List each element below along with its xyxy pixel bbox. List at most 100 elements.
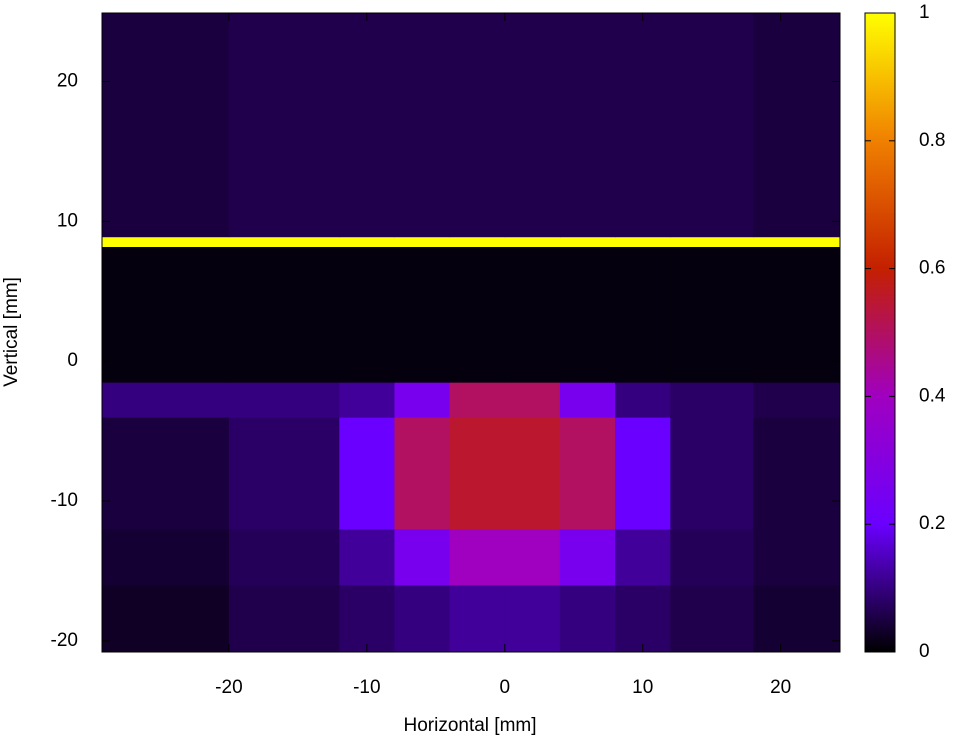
heatmap-cell — [559, 528, 616, 586]
x-tick-label: -10 — [353, 677, 380, 698]
heatmap-cell — [615, 473, 671, 530]
heatmap-cell — [670, 473, 754, 530]
heatmap-cell — [339, 109, 395, 194]
heatmap-cell — [670, 236, 754, 248]
heatmap-cell — [339, 417, 395, 474]
heatmap-cell — [504, 13, 561, 110]
heatmap-cell — [102, 584, 230, 653]
heatmap-cell — [670, 193, 754, 238]
heatmap-cell — [753, 382, 841, 418]
heatmap-cell — [228, 584, 340, 653]
x-tick-label: -20 — [215, 677, 242, 698]
x-tick-label: 10 — [632, 677, 653, 698]
heatmap-cell — [339, 13, 395, 110]
heatmap-cell — [449, 473, 506, 530]
heatmap-cell — [559, 13, 616, 110]
heatmap-cell — [504, 528, 561, 586]
heatmap-cell — [504, 417, 561, 474]
heatmap-cell — [615, 584, 671, 653]
heatmap-cell — [504, 193, 561, 238]
heatmap-cell — [449, 417, 506, 474]
heatmap-cell — [228, 236, 340, 248]
heatmap-cell — [102, 109, 230, 194]
heatmap-cell — [394, 528, 451, 586]
heatmap-cell — [449, 584, 506, 653]
heatmap-cell — [615, 193, 671, 238]
heatmap-cell — [615, 236, 671, 248]
colorbar-tick-label: 1 — [919, 2, 930, 23]
heatmap-cell — [228, 13, 340, 110]
y-tick-label: 20 — [57, 71, 78, 92]
heatmap-cell — [615, 528, 671, 586]
heatmap-cell — [753, 193, 841, 238]
heatmap-cell — [753, 584, 841, 653]
heatmap-cell — [228, 528, 340, 586]
heatmap-cell — [339, 382, 395, 418]
colorbar — [864, 12, 896, 653]
heatmap-cell — [559, 193, 616, 238]
heatmap-cell — [753, 13, 841, 110]
heatmap-cell — [228, 109, 340, 194]
y-tick-label: -10 — [51, 490, 78, 511]
heatmap-cell — [102, 417, 230, 474]
heatmap-cell — [102, 246, 230, 383]
heatmap-cell — [504, 584, 561, 653]
heatmap-cell — [228, 417, 340, 474]
heatmap-cell — [559, 382, 616, 418]
heatmap-cell — [559, 473, 616, 530]
heatmap-cell — [670, 528, 754, 586]
heatmap-cell — [394, 246, 451, 383]
heatmap-cell — [615, 417, 671, 474]
heatmap-cell — [339, 236, 395, 248]
heatmap-cell — [449, 382, 506, 418]
colorbar-tick-label: 0.8 — [919, 130, 945, 151]
heatmap-cell — [504, 236, 561, 248]
heatmap-cell — [394, 382, 451, 418]
heatmap-cell — [394, 473, 451, 530]
heatmap-cell — [615, 13, 671, 110]
heatmap-cell — [449, 236, 506, 248]
heatmap-cell — [102, 13, 230, 110]
heatmap-cell — [339, 193, 395, 238]
heatmap-cell — [394, 13, 451, 110]
heatmap-cell — [449, 246, 506, 383]
heatmap-cell — [228, 382, 340, 418]
heatmap-cell — [559, 417, 616, 474]
colorbar-tick-label: 0 — [919, 641, 930, 662]
heatmap-cell — [670, 382, 754, 418]
heatmap-cell — [339, 528, 395, 586]
heatmap-cell — [753, 246, 841, 383]
heatmap-cell — [559, 584, 616, 653]
heatmap-cell — [228, 193, 340, 238]
x-axis-label: Horizontal [mm] — [403, 715, 536, 736]
colorbar-tick-label: 0.4 — [919, 385, 946, 406]
heatmap-cell — [228, 246, 340, 383]
heatmap-cell — [559, 246, 616, 383]
heatmap-cell — [753, 473, 841, 530]
heatmap-cell — [228, 473, 340, 530]
heatmap-cell — [102, 236, 230, 248]
heatmap-cell — [339, 584, 395, 653]
heatmap-cell — [753, 236, 841, 248]
heatmap-cell — [504, 246, 561, 383]
heatmap-cell — [753, 109, 841, 194]
heatmap-cell — [615, 109, 671, 194]
heatmap-cell — [559, 236, 616, 248]
heatmap-cell — [670, 417, 754, 474]
heatmap-cell — [394, 417, 451, 474]
heatmap-cell — [102, 528, 230, 586]
heatmap-cell — [670, 584, 754, 653]
heatmap-cell — [102, 382, 230, 418]
heatmap-cell — [753, 528, 841, 586]
x-tick-label: 20 — [770, 677, 791, 698]
heatmap-cell — [753, 417, 841, 474]
heatmap-cell — [102, 473, 230, 530]
heatmap-cell — [449, 193, 506, 238]
heatmap-cell — [559, 109, 616, 194]
heatmap-cell — [670, 246, 754, 383]
heatmap-cell — [339, 246, 395, 383]
colorbar-tick-label: 0.6 — [919, 258, 945, 279]
y-tick-label: -20 — [51, 630, 78, 651]
heatmap-cell — [504, 109, 561, 194]
